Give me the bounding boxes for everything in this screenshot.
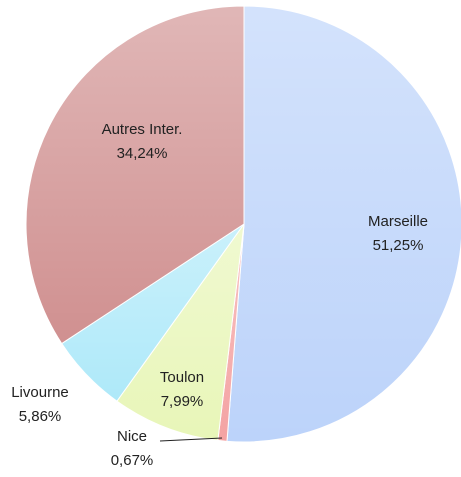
slice-label: Autres Inter. xyxy=(102,121,183,138)
slice-value-label: 51,25% xyxy=(373,237,424,254)
slice-label: Marseille xyxy=(368,213,428,230)
slice-value-label: 0,67% xyxy=(111,452,154,469)
slice-label: Nice xyxy=(117,428,147,445)
slice-value-label: 34,24% xyxy=(117,145,168,162)
leader-line xyxy=(159,437,223,442)
slice-value-label: 5,86% xyxy=(19,408,62,425)
slice-label: Livourne xyxy=(11,384,69,401)
slice-label: Toulon xyxy=(160,369,204,386)
slice-value-label: 7,99% xyxy=(161,393,204,410)
